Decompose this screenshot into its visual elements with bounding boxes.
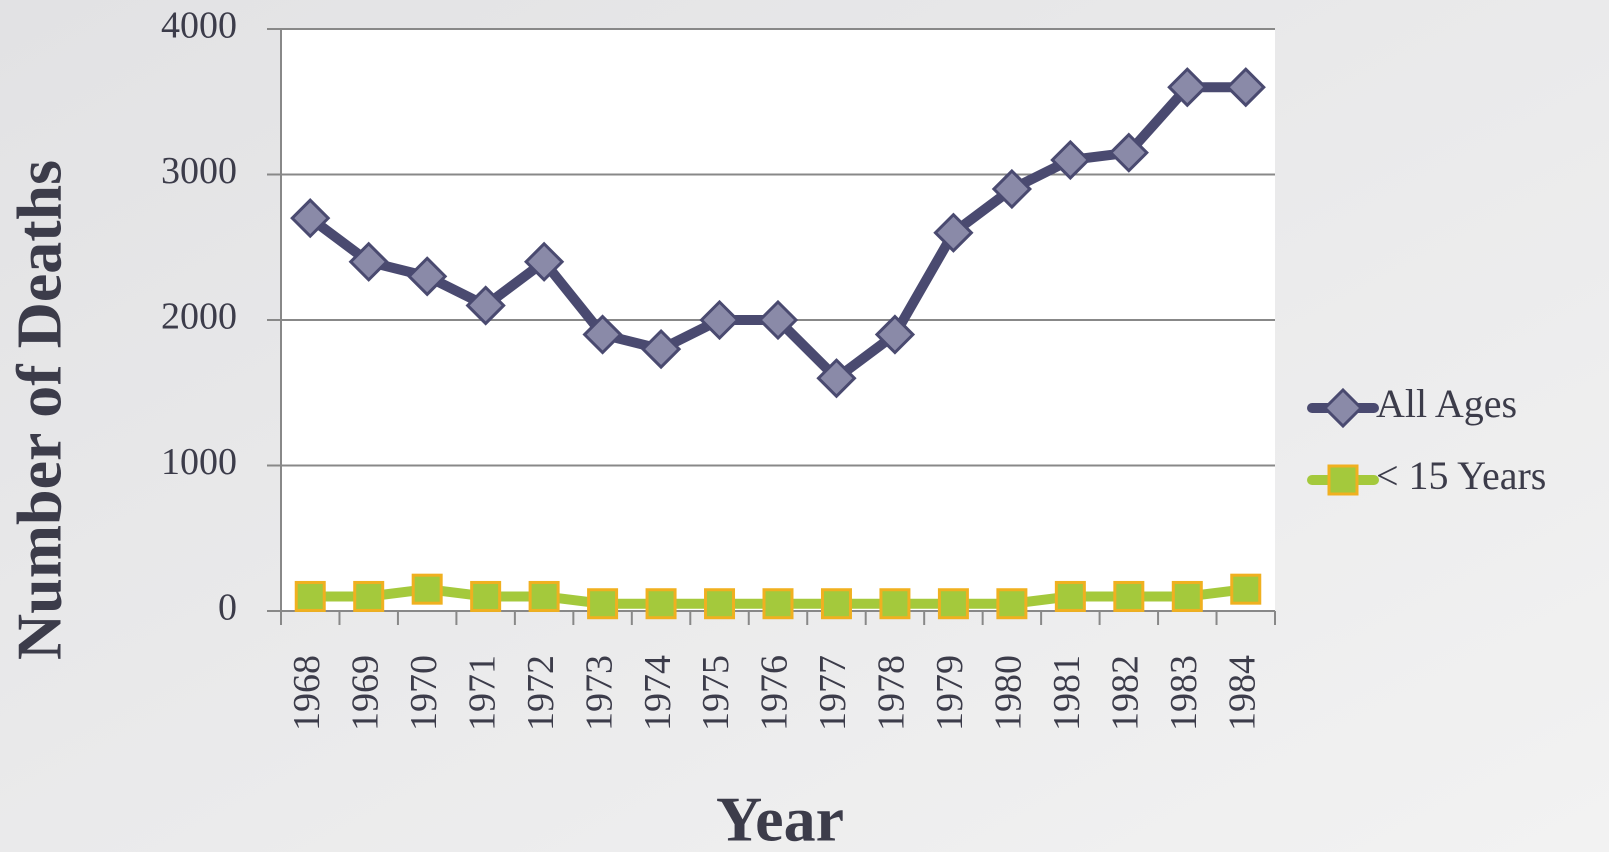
marker — [413, 575, 441, 603]
x-tick-label: 1974 — [637, 655, 679, 731]
marker — [706, 590, 734, 618]
x-tick-label: 1970 — [403, 655, 445, 731]
marker — [647, 590, 675, 618]
y-tick-label: 2000 — [161, 296, 237, 338]
y-axis-title: Number of Deaths — [4, 160, 75, 660]
x-tick-label: 1968 — [286, 655, 328, 731]
x-tick-label: 1973 — [578, 655, 620, 731]
x-tick-label: 1969 — [344, 655, 386, 731]
marker — [1115, 582, 1143, 610]
marker — [589, 590, 617, 618]
marker — [939, 590, 967, 618]
x-tick-label: 1971 — [461, 655, 503, 731]
marker — [881, 590, 909, 618]
x-tick-label: 1981 — [1046, 655, 1088, 731]
y-tick-label: 4000 — [161, 5, 237, 47]
y-tick-label: 3000 — [161, 150, 237, 192]
marker — [1232, 575, 1260, 603]
x-tick-label: 1979 — [929, 655, 971, 731]
y-tick-label: 1000 — [161, 441, 237, 483]
x-tick-label: 1983 — [1163, 655, 1205, 731]
x-axis-title: Year — [716, 784, 844, 852]
marker — [530, 582, 558, 610]
marker — [998, 590, 1026, 618]
marker — [472, 582, 500, 610]
marker — [822, 590, 850, 618]
x-tick-label: 1972 — [520, 655, 562, 731]
page: {"chart_data": {"type": "line", "x_label… — [0, 0, 1609, 852]
marker — [764, 590, 792, 618]
x-tick-label: 1975 — [695, 655, 737, 731]
legend-label: All Ages — [1376, 381, 1517, 426]
x-tick-label: 1982 — [1105, 655, 1147, 731]
marker — [1173, 582, 1201, 610]
x-tick-label: 1984 — [1221, 655, 1263, 731]
legend-marker — [1329, 466, 1357, 494]
legend-label: < 15 Years — [1376, 453, 1546, 498]
marker — [1056, 582, 1084, 610]
y-tick-label: 0 — [218, 587, 237, 629]
x-tick-label: 1976 — [754, 655, 796, 731]
x-tick-label: 1980 — [988, 655, 1030, 731]
x-tick-label: 1977 — [812, 655, 854, 731]
x-tick-label: 1978 — [871, 655, 913, 731]
marker — [355, 582, 383, 610]
marker — [296, 582, 324, 610]
chart: Year Number of Deaths 0 1000 2000 3000 4000 1… — [0, 0, 1609, 852]
